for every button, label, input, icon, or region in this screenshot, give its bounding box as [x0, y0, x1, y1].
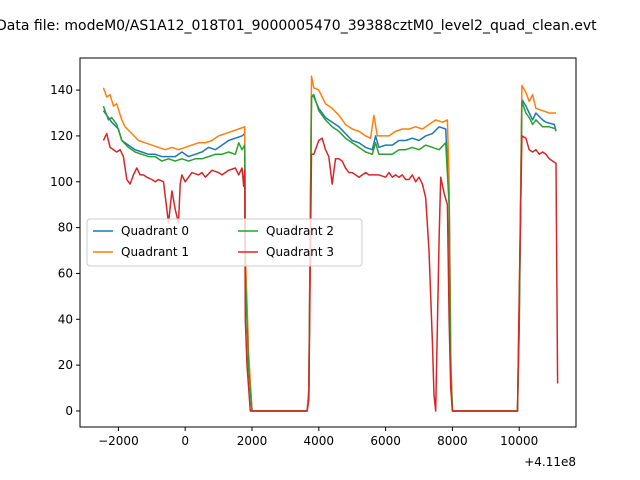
legend-frame — [86, 218, 363, 267]
series-line-quadrant-3 — [102, 132, 559, 412]
x-tick-label: 6000 — [370, 434, 401, 448]
x-tick-label: 2000 — [237, 434, 268, 448]
x-tick-label: 10000 — [500, 434, 538, 448]
x-tick-label: 4000 — [304, 434, 335, 448]
x-offset-label: +4.11e8 — [524, 455, 576, 469]
y-tick-label: 40 — [58, 312, 73, 326]
legend-label: Quadrant 3 — [266, 245, 334, 259]
y-tick-label: 120 — [50, 129, 73, 143]
legend-label: Quadrant 0 — [121, 224, 189, 238]
legend-label: Quadrant 1 — [121, 245, 189, 259]
axes-frame — [79, 57, 577, 428]
y-tick-label: 0 — [65, 404, 73, 418]
y-axis: 0 20 40 60 80 100 120 140 — [50, 83, 80, 418]
y-tick-label: 80 — [58, 221, 73, 235]
x-axis: −2000 0 2000 4000 6000 8000 10000 — [98, 427, 538, 448]
chart-title: Data file: modeM0/AS1A12_018T01_90000054… — [0, 18, 597, 34]
y-tick-label: 100 — [50, 175, 73, 189]
y-tick-label: 60 — [58, 266, 73, 280]
legend: Quadrant 0 Quadrant 1 Quadrant 2 Quadrant 3 — [86, 218, 363, 267]
x-tick-label: 0 — [181, 434, 189, 448]
legend-label: Quadrant 2 — [266, 224, 334, 238]
y-tick-label: 20 — [58, 358, 73, 372]
y-tick-label: 140 — [50, 83, 73, 97]
x-tick-label: 8000 — [437, 434, 468, 448]
plot-area — [102, 75, 559, 412]
x-tick-label: −2000 — [98, 434, 139, 448]
